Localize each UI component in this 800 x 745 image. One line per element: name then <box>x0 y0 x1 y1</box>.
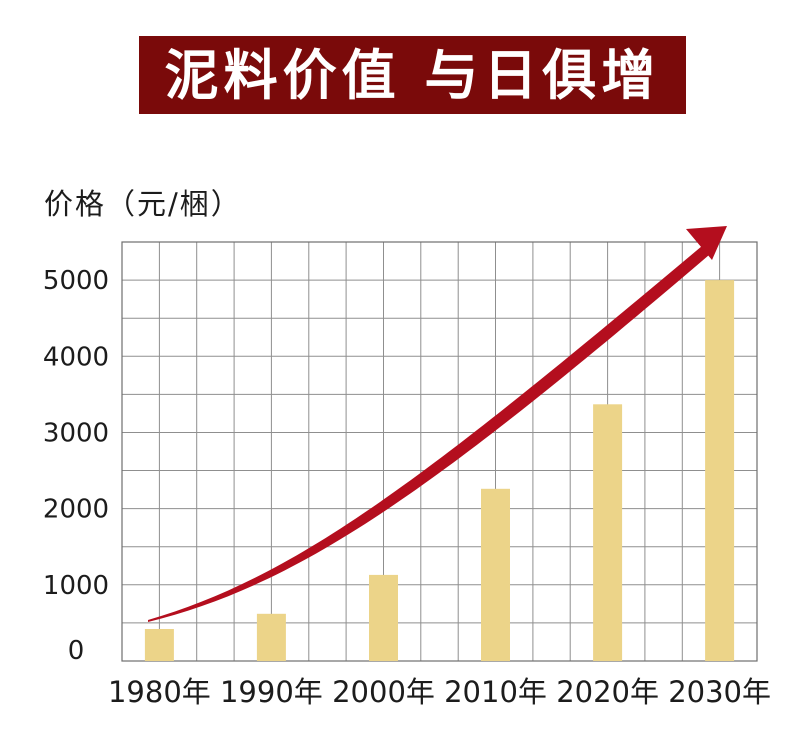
y-tick-label: 2000 <box>43 495 109 525</box>
page-title: 泥料价值 与日俱增 <box>164 43 661 107</box>
y-tick-label: 4000 <box>43 342 109 372</box>
x-tick-labels: 1980年 1990年 2000年 2010年 2020年 2030年 <box>108 675 771 709</box>
trend-arrow <box>148 226 727 622</box>
bar-2000年 <box>369 574 398 661</box>
bar-1980年 <box>144 629 174 661</box>
x-tick-label: 2030年 <box>668 675 771 709</box>
y-tick-labels: 0 1000 2000 3000 4000 5000 <box>43 266 109 666</box>
x-tick-label: 2010年 <box>444 675 547 709</box>
bar-2020年 <box>593 404 623 661</box>
trend-arrowhead-icon <box>686 226 727 260</box>
y-tick-label: 3000 <box>43 419 109 449</box>
bar-1990年 <box>256 613 286 661</box>
y-tick-label: 5000 <box>43 266 109 296</box>
bars-group <box>144 280 735 661</box>
x-tick-label: 1990年 <box>220 675 323 709</box>
y-tick-label: 0 <box>68 636 85 666</box>
y-axis-unit-label: 价格（元/梱） <box>44 187 242 221</box>
bar-2010年 <box>481 488 510 661</box>
trend-curve <box>148 246 709 622</box>
x-tick-label: 2020年 <box>556 675 659 709</box>
x-tick-label: 1980年 <box>108 675 211 709</box>
x-tick-label: 2000年 <box>332 675 435 709</box>
title-banner: 泥料价值 与日俱增 <box>139 36 686 114</box>
plot-border <box>121 241 758 662</box>
bar-2030年 <box>705 280 735 661</box>
y-tick-label: 1000 <box>43 571 109 601</box>
